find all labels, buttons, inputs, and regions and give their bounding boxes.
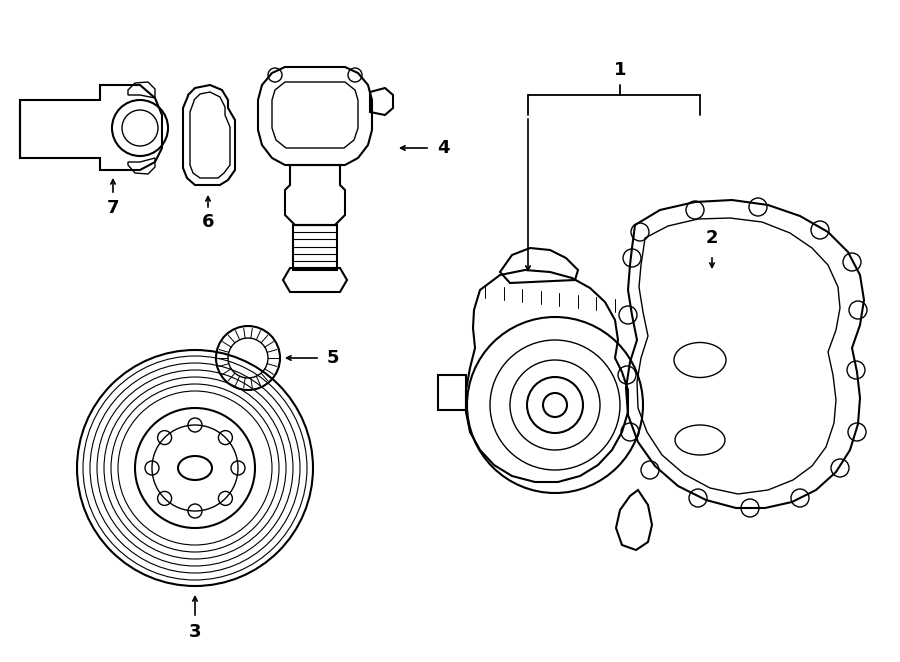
- Text: 2: 2: [706, 229, 718, 247]
- Text: 5: 5: [327, 349, 339, 367]
- Text: 4: 4: [436, 139, 449, 157]
- Text: 3: 3: [189, 623, 202, 641]
- Text: 6: 6: [202, 213, 214, 231]
- Text: 1: 1: [614, 61, 626, 79]
- Text: 7: 7: [107, 199, 120, 217]
